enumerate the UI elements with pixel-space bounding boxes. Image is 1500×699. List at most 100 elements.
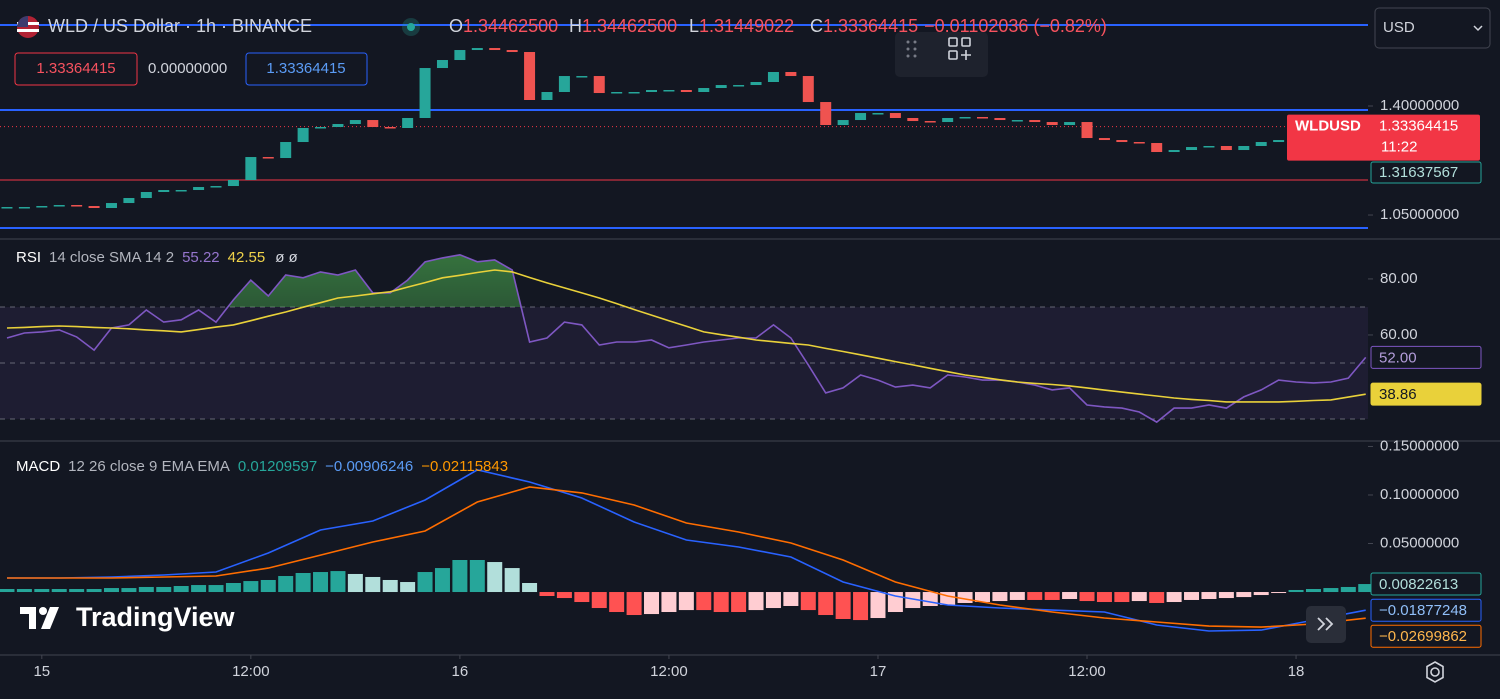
histogram-bar (365, 576, 381, 593)
currency: USD (1383, 19, 1415, 36)
histogram-bar (121, 588, 137, 593)
candle (628, 91, 640, 94)
bid-box[interactable] (14, 52, 138, 86)
candle (541, 91, 553, 101)
plot-area: 15 12:00 16 12:00 17 12:00 18 1.40000000 1.05000… (0, 24, 1500, 680)
symbol-label: WLDUSD (1295, 118, 1361, 135)
histogram-bar (1027, 592, 1043, 600)
y-tick-label: 60.00 (1380, 326, 1418, 343)
histogram-bar (34, 589, 50, 593)
candle (1081, 122, 1093, 139)
histogram-bar (1323, 588, 1339, 593)
candle (1064, 122, 1076, 126)
candle (193, 187, 205, 191)
candle (680, 90, 692, 92)
indicator-name: RSI (16, 249, 41, 266)
candle (611, 91, 623, 94)
candle (802, 76, 814, 103)
currency-select[interactable] (1374, 7, 1491, 49)
ohlc-value: 1.34462500 (463, 16, 558, 36)
candle (1133, 142, 1145, 144)
x-tick-label: 12:00 (232, 663, 270, 680)
histogram-bar (974, 592, 990, 603)
candle (924, 121, 936, 123)
histogram-bar (347, 573, 363, 593)
ask-box[interactable] (245, 52, 368, 86)
histogram-bar (191, 585, 207, 593)
histogram-bar (1271, 592, 1287, 594)
histogram-bar (313, 572, 329, 593)
candle (1255, 142, 1267, 147)
legend-value: 55.22 (182, 249, 220, 266)
histogram-bar (1184, 592, 1200, 600)
histogram-bar (609, 592, 625, 613)
histogram-bar (295, 573, 311, 593)
histogram-bar (417, 572, 433, 593)
y-tick-label: 1.40000000 (1380, 97, 1459, 114)
histogram-bar (922, 592, 938, 606)
histogram-bar (1358, 584, 1374, 593)
candle (1151, 143, 1163, 153)
legend-extra: ø ø (275, 249, 298, 266)
scroll-button[interactable] (1306, 606, 1346, 643)
flag-icon (17, 16, 39, 38)
candle (1116, 140, 1128, 143)
chevron (1473, 25, 1483, 32)
candle (367, 120, 379, 128)
histogram-bar (696, 592, 712, 611)
histogram-bar (644, 592, 660, 615)
candle (227, 180, 239, 187)
indicator-params: 14 close SMA 14 2 (49, 249, 174, 266)
macd-last: 0.00822613 (1379, 576, 1458, 593)
histogram-bar (539, 592, 555, 597)
layout-icon[interactable] (948, 37, 971, 60)
overbought-fill (227, 254, 522, 307)
histogram-bar (765, 592, 781, 609)
histogram-bar (1253, 592, 1269, 596)
candle (1238, 146, 1250, 151)
histogram-bar (103, 588, 119, 593)
toolbar-overlay[interactable] (895, 32, 988, 77)
histogram-bar (591, 592, 607, 609)
brand: TradingView (76, 602, 236, 632)
candle (785, 72, 797, 77)
histogram-bar (156, 586, 172, 593)
histogram-bar (1079, 592, 1095, 602)
x-tick-label: 15 (33, 663, 50, 680)
candle (767, 72, 779, 83)
histogram-bar (260, 579, 276, 593)
candle (1046, 122, 1058, 126)
y-tick-label: 0.10000000 (1380, 486, 1459, 503)
candle (419, 68, 431, 119)
histogram-bar (138, 586, 154, 593)
candle (36, 206, 48, 208)
candle (889, 113, 901, 119)
histogram-bar (434, 568, 450, 593)
histogram-bar (713, 592, 729, 613)
histogram-bar (1340, 586, 1356, 593)
x-tick-label: 16 (452, 663, 469, 680)
candle (315, 127, 327, 129)
macd-last-box (1370, 572, 1482, 596)
candle (907, 118, 919, 122)
histogram-bar (1114, 592, 1130, 603)
macd-last-box (1370, 624, 1482, 648)
indicator-name: MACD (16, 458, 60, 475)
ohlc-item: H1.34462500 (569, 16, 677, 36)
ohlc-item: L1.31449022 (689, 16, 794, 36)
histogram-bar (469, 559, 485, 593)
histogram-bar (69, 589, 85, 593)
candle (646, 90, 658, 92)
candle (524, 52, 536, 101)
spread: 0.00000000 (148, 60, 227, 77)
candle (1, 207, 13, 209)
histogram-bar (957, 592, 973, 603)
candle (1273, 140, 1285, 143)
histogram-bar (504, 568, 520, 593)
settings-icon[interactable] (1426, 661, 1444, 683)
rsi-last-box (1370, 345, 1482, 369)
candle (1203, 146, 1215, 148)
x-tick-label: 12:00 (650, 663, 688, 680)
y-tick-label: 0.15000000 (1380, 437, 1459, 454)
tradingview-logo: TradingView (20, 602, 236, 632)
